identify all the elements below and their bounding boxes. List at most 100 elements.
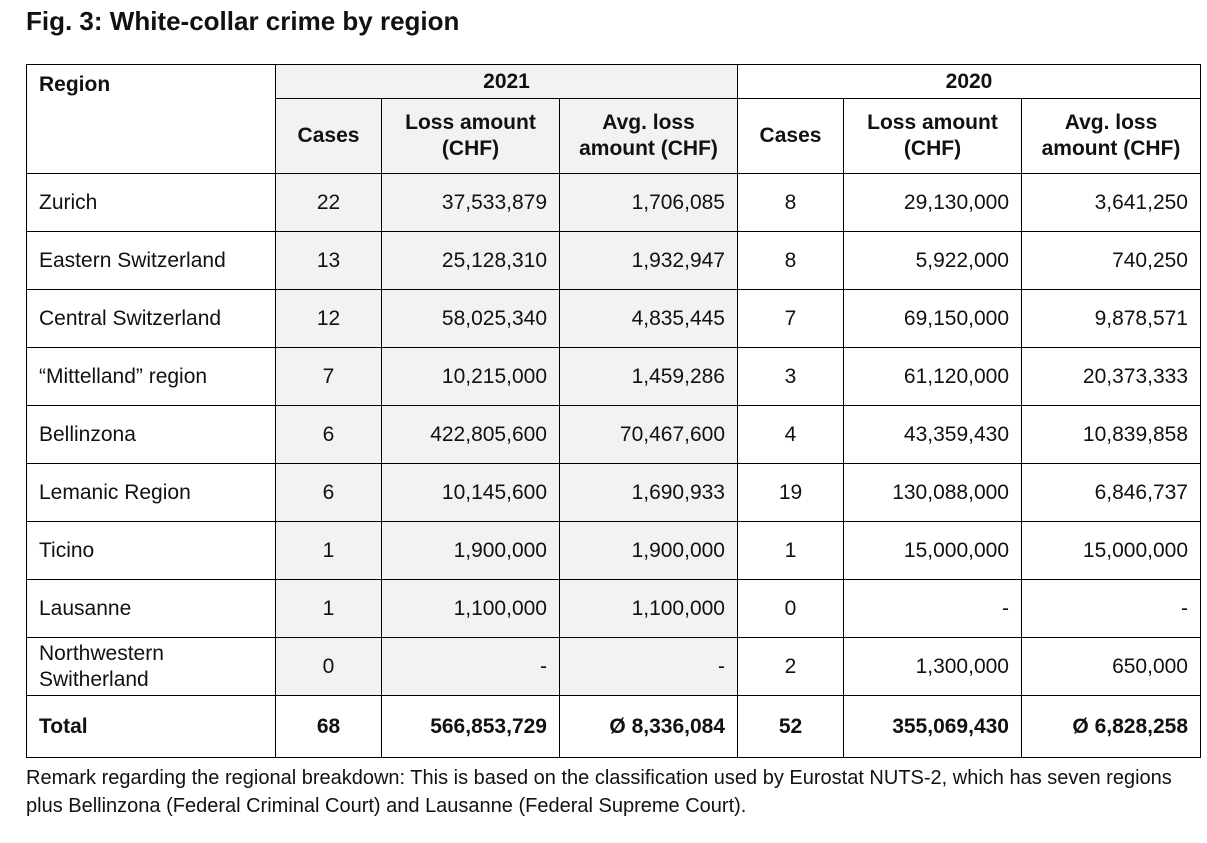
value-cell: 0 [737, 579, 844, 638]
value-cell: 10,839,858 [1021, 405, 1201, 464]
column-header-text: Avg. loss amount (CHF) [579, 111, 718, 160]
value-cell: 1 [275, 579, 382, 638]
value-cell: 1,300,000 [843, 637, 1022, 696]
column-header: Cases [275, 98, 382, 174]
value-cell: - [381, 637, 560, 696]
value-cell: 4 [737, 405, 844, 464]
region-cell: Central Switzerland [26, 289, 276, 348]
value-cell: 1,100,000 [381, 579, 560, 638]
data-row: Central Switzerland 12 58,025,340 4,835,445… [26, 289, 1201, 348]
value-cell: 70,467,600 [559, 405, 738, 464]
value-cell: 1,459,286 [559, 347, 738, 406]
total-cell: Ø 6,828,258 [1021, 695, 1201, 758]
value-cell: 6,846,737 [1021, 463, 1201, 522]
region-cell-text: Northwestern Switherland [39, 641, 164, 691]
region-cell: “Mittelland” region [26, 347, 276, 406]
value-cell: 9,878,571 [1021, 289, 1201, 348]
total-cell: 52 [737, 695, 844, 758]
value-cell: 3,641,250 [1021, 173, 1201, 232]
column-header: Loss amount (CHF) [381, 98, 560, 174]
value-cell: 5,922,000 [843, 231, 1022, 290]
value-cell: 0 [275, 637, 382, 696]
region-cell-text: Lemanic Region [39, 480, 191, 504]
header-row: Cases Loss amount (CHF) Avg. loss amount (… [27, 98, 1201, 174]
value-cell: 6 [275, 405, 382, 464]
value-cell: 1,100,000 [559, 579, 738, 638]
data-row: Eastern Switzerland 13 25,128,310 1,932,947… [26, 231, 1201, 290]
footnote: Remark regarding the regional breakdown:… [26, 767, 1172, 817]
data-row: “Mittelland” region 7 10,215,000 1,459,286 3… [26, 347, 1201, 406]
figure-title: Fig. 3: White-collar crime by region [26, 6, 460, 36]
value-cell: 43,359,430 [843, 405, 1022, 464]
value-cell: 7 [737, 289, 844, 348]
region-cell-text: Ticino [39, 538, 95, 562]
column-header-text: Cases [759, 124, 822, 147]
value-cell: 10,215,000 [381, 347, 560, 406]
data-row: Zurich 22 37,533,879 1,706,085 8 29,130,000 3,… [26, 173, 1201, 232]
value-cell: 6 [275, 463, 382, 522]
value-cell: - [559, 637, 738, 696]
region-header: Region [26, 64, 276, 174]
value-cell: 1 [737, 521, 844, 580]
region-cell-text: Bellinzona [39, 422, 136, 446]
total-cell: Ø 8,336,084 [559, 695, 738, 758]
region-cell-text: Central Switzerland [39, 306, 222, 330]
value-cell: 8 [737, 173, 844, 232]
value-cell: 1,706,085 [559, 173, 738, 232]
total-row: Total 68 566,853,729 Ø 8,336,084 52 355,069,4… [26, 695, 1201, 758]
value-cell: 422,805,600 [381, 405, 560, 464]
value-cell: 29,130,000 [843, 173, 1022, 232]
total-cell: 566,853,729 [381, 695, 560, 758]
total-label: Total [26, 695, 276, 758]
value-cell: 61,120,000 [843, 347, 1022, 406]
data-row: Bellinzona 6 422,805,600 70,467,600 4 43,359,… [26, 405, 1201, 464]
year-header: 2021 [275, 64, 738, 99]
region-cell: Bellinzona [26, 405, 276, 464]
region-cell-text: Eastern Switzerland [39, 248, 226, 272]
region-cell: Eastern Switzerland [26, 231, 276, 290]
data-row: Northwestern Switherland 0- -2 1,300,000 650… [26, 637, 1201, 696]
region-cell: Northwestern Switherland [26, 637, 276, 696]
region-cell-text: “Mittelland” region [39, 364, 208, 388]
region-cell: Lemanic Region [26, 463, 276, 522]
crime-table: Region 2021 2020 Cases Loss amount (CHF) Avg.… [26, 64, 1201, 758]
column-header: Cases [737, 98, 844, 174]
header-row: Region 2021 2020 [26, 64, 1201, 174]
region-cell-text: Zurich [39, 190, 98, 214]
value-cell: 25,128,310 [381, 231, 560, 290]
value-cell: 20,373,333 [1021, 347, 1201, 406]
value-cell: 1,932,947 [559, 231, 738, 290]
value-cell: 130,088,000 [843, 463, 1022, 522]
value-cell: 4,835,445 [559, 289, 738, 348]
value-cell: 15,000,000 [1021, 521, 1201, 580]
column-header-text: Loss amount (CHF) [405, 111, 536, 160]
value-cell: 22 [275, 173, 382, 232]
value-cell: 3 [737, 347, 844, 406]
column-header-text: Avg. loss amount (CHF) [1041, 111, 1181, 160]
column-header: Loss amount (CHF) [843, 98, 1022, 174]
column-header-text: Cases [297, 124, 360, 147]
total-cell: 68 [275, 695, 382, 758]
region-cell: Lausanne [26, 579, 276, 638]
region-cell-text: Lausanne [39, 596, 132, 620]
value-cell: - [843, 579, 1022, 638]
value-cell: 58,025,340 [381, 289, 560, 348]
value-cell: 1,690,933 [559, 463, 738, 522]
year-header: 2020 [737, 64, 1201, 99]
value-cell: 15,000,000 [843, 521, 1022, 580]
value-cell: - [1021, 579, 1201, 638]
data-row: Lausanne 1 1,100,000 1,100,000 0- - [26, 579, 1201, 638]
column-header: Avg. loss amount (CHF) [559, 98, 738, 174]
value-cell: 19 [737, 463, 844, 522]
value-cell: 8 [737, 231, 844, 290]
data-row: Ticino 1 1,900,000 1,900,000 1 15,000,000 15,0… [26, 521, 1201, 580]
value-cell: 2 [737, 637, 844, 696]
value-cell: 12 [275, 289, 382, 348]
data-row: Lemanic Region 6 10,145,600 1,690,933 19 130,… [26, 463, 1201, 522]
value-cell: 69,150,000 [843, 289, 1022, 348]
region-cell: Zurich [26, 173, 276, 232]
total-cell: 355,069,430 [843, 695, 1022, 758]
value-cell: 1,900,000 [559, 521, 738, 580]
column-header-text: Loss amount (CHF) [867, 111, 998, 160]
